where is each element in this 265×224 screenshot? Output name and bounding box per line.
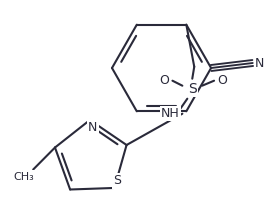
Text: CH₃: CH₃ — [13, 172, 34, 181]
Text: S: S — [188, 82, 197, 96]
Text: N: N — [255, 56, 264, 69]
Text: O: O — [160, 74, 169, 87]
Text: S: S — [113, 174, 121, 187]
Text: O: O — [217, 74, 227, 87]
Text: NH: NH — [161, 107, 180, 120]
Text: N: N — [88, 121, 98, 134]
